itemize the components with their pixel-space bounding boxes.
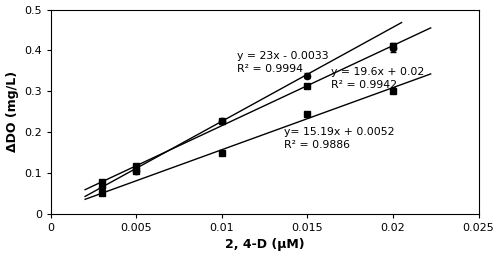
Y-axis label: ΔDO (mg/L): ΔDO (mg/L)	[6, 71, 18, 152]
X-axis label: 2, 4-D (μM): 2, 4-D (μM)	[225, 238, 304, 251]
Text: y = 19.6x + 0.02: y = 19.6x + 0.02	[330, 67, 424, 77]
Text: R² = 0.9994: R² = 0.9994	[236, 64, 302, 74]
Text: y= 15.19x + 0.0052: y= 15.19x + 0.0052	[284, 127, 395, 137]
Text: y = 23x - 0.0033: y = 23x - 0.0033	[236, 51, 328, 61]
Text: R² = 0.9942: R² = 0.9942	[330, 80, 396, 90]
Text: R² = 0.9886: R² = 0.9886	[284, 140, 350, 150]
